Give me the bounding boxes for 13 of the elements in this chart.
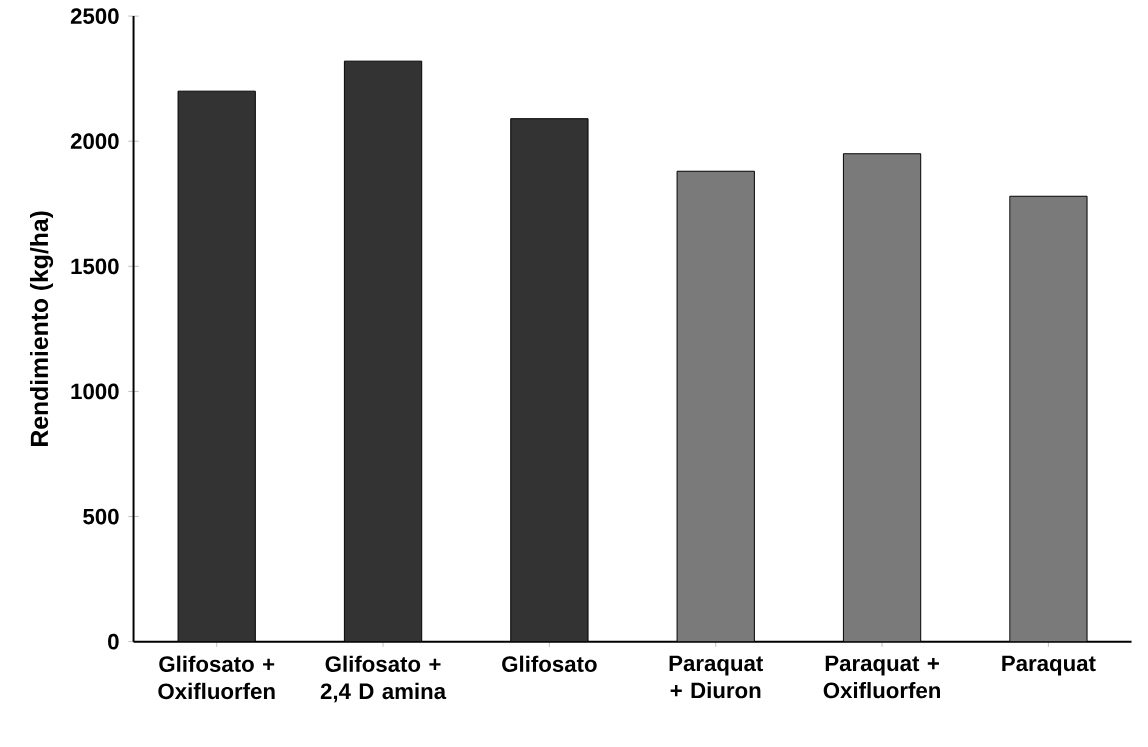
y-tick-label: 2500 — [70, 8, 119, 24]
y-tick-label: 1000 — [71, 383, 119, 400]
y-tick-label: 1500 — [71, 258, 119, 275]
x-tick-label: Glifosato + Oxifluorfen — [158, 655, 275, 700]
x-tick-label: Paraquat + Oxifluorfen — [823, 655, 940, 699]
x-tick-label: Paraquat + Diuron — [669, 655, 764, 699]
x-tick-label: Glifosato + 2,4 D amina — [320, 655, 447, 703]
y-tick-label: 0 — [108, 633, 119, 650]
y-tick-label: 2000 — [70, 133, 119, 150]
x-tick-label: Paraquat — [1002, 655, 1096, 676]
y-axis-title: Rendimiento (kg/ha) — [29, 211, 54, 446]
y-tick-label: 500 — [83, 508, 119, 525]
x-tick-label: Glifosato — [502, 655, 597, 672]
